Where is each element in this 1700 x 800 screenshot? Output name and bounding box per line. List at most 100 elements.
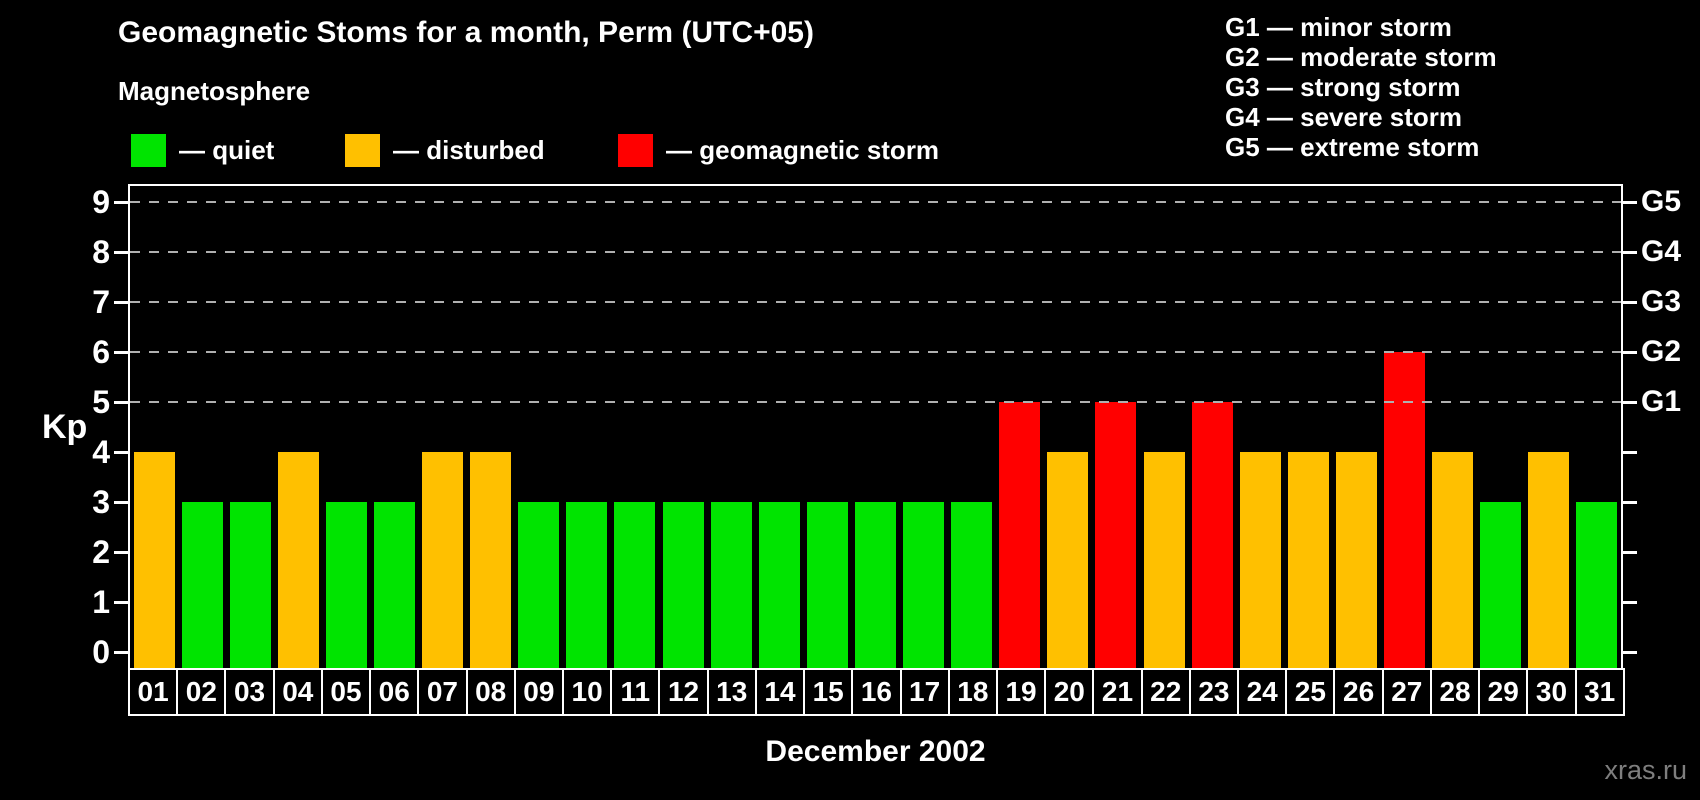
- kp-bar-day-01: [133, 452, 175, 668]
- bar-slot-29: [1477, 186, 1525, 668]
- kp-bar-day-30: [1528, 452, 1570, 668]
- left-tick-kp8: [114, 251, 128, 254]
- bar-slot-16: [851, 186, 899, 668]
- bar-slot-26: [1332, 186, 1380, 668]
- legend-heading: Magnetosphere: [118, 76, 311, 106]
- bar-slot-14: [755, 186, 803, 668]
- bar-slot-31: [1573, 186, 1621, 668]
- gridline-kp6: [130, 351, 1621, 353]
- kp-bar-day-03: [229, 502, 271, 668]
- day-label-01: 01: [128, 668, 179, 716]
- bar-slot-19: [996, 186, 1044, 668]
- day-label-29: 29: [1478, 668, 1529, 716]
- legend-item-storm: — geomagnetic storm: [618, 134, 939, 167]
- day-label-18: 18: [947, 668, 998, 716]
- bar-slot-23: [1188, 186, 1236, 668]
- bar-slot-30: [1525, 186, 1573, 668]
- day-label-30: 30: [1526, 668, 1577, 716]
- day-label-02: 02: [176, 668, 227, 716]
- bar-slot-05: [322, 186, 370, 668]
- kp-bar-day-26: [1335, 452, 1377, 668]
- kp-bar-day-28: [1432, 452, 1474, 668]
- day-label-20: 20: [1044, 668, 1095, 716]
- g-legend-line: G5 — extreme storm: [1225, 132, 1480, 162]
- bar-slot-04: [274, 186, 322, 668]
- g-legend-line: G1 — minor storm: [1225, 12, 1452, 42]
- day-label-05: 05: [320, 668, 372, 716]
- right-tick-kp1: [1623, 601, 1637, 604]
- kp-bar-day-11: [614, 502, 656, 668]
- right-tick-kp2: [1623, 551, 1637, 554]
- bar-slot-17: [900, 186, 948, 668]
- kp-bar-day-04: [277, 452, 319, 668]
- day-label-13: 13: [706, 668, 757, 716]
- kp-bar-day-23: [1191, 402, 1233, 668]
- bar-slot-25: [1284, 186, 1332, 668]
- y-tick-label-9: 9: [92, 184, 110, 220]
- day-label-26: 26: [1333, 668, 1384, 716]
- bar-slot-24: [1236, 186, 1284, 668]
- day-label-15: 15: [803, 668, 854, 716]
- bar-slot-01: [130, 186, 178, 668]
- gridline-kp8: [130, 251, 1621, 253]
- watermark: xras.ru: [1604, 755, 1687, 785]
- left-tick-kp2: [114, 551, 128, 554]
- kp-bar-day-17: [903, 502, 945, 668]
- day-label-16: 16: [851, 668, 902, 716]
- g-legend-line: G4 — severe storm: [1225, 102, 1463, 132]
- day-label-10: 10: [561, 668, 613, 716]
- right-tick-kp7: [1623, 301, 1637, 304]
- day-label-17: 17: [899, 668, 950, 716]
- bar-slot-03: [226, 186, 274, 668]
- left-tick-kp0: [114, 651, 128, 654]
- g-scale-legend: G1 — minor storm G2 — moderate storm G3 — …: [1225, 12, 1497, 162]
- bar-slot-11: [611, 186, 659, 668]
- day-label-28: 28: [1429, 668, 1481, 716]
- legend-item-quiet: — quiet: [131, 134, 274, 167]
- day-label-27: 27: [1381, 668, 1432, 716]
- kp-bar-day-18: [951, 502, 993, 668]
- kp-bar-day-05: [325, 502, 367, 668]
- right-axis-label-g4: G4: [1641, 235, 1682, 268]
- kp-bar-day-15: [806, 502, 848, 668]
- kp-bar-day-07: [422, 452, 464, 668]
- bar-slot-09: [515, 186, 563, 668]
- legend-label-quiet: — quiet: [179, 135, 275, 165]
- kp-bar-day-13: [710, 502, 752, 668]
- right-axis-label-g5: G5: [1641, 185, 1682, 218]
- day-label-03: 03: [224, 668, 275, 716]
- kp-bar-day-29: [1480, 502, 1522, 668]
- y-tick-label-6: 6: [92, 334, 110, 370]
- day-label-06: 06: [369, 668, 420, 716]
- bar-slot-10: [563, 186, 611, 668]
- day-label-23: 23: [1188, 668, 1240, 716]
- bar-slot-28: [1429, 186, 1477, 668]
- right-tick-kp5: [1623, 401, 1637, 404]
- y-tick-label-5: 5: [92, 384, 110, 420]
- day-label-14: 14: [754, 668, 806, 716]
- left-tick-kp6: [114, 351, 128, 354]
- quiet-color-swatch: [131, 134, 166, 167]
- legend-label-storm: — geomagnetic storm: [666, 135, 940, 165]
- day-label-07: 07: [417, 668, 468, 716]
- bar-slot-08: [467, 186, 515, 668]
- bar-series: [130, 186, 1621, 668]
- day-label-22: 22: [1140, 668, 1191, 716]
- bar-slot-02: [178, 186, 226, 668]
- day-label-19: 19: [995, 668, 1047, 716]
- day-label-04: 04: [272, 668, 323, 716]
- right-tick-kp0: [1623, 651, 1637, 654]
- kp-bar-day-31: [1576, 502, 1618, 668]
- x-axis-title: December 2002: [765, 735, 986, 768]
- x-axis-day-labels: 01 02 03 04 05 06 07 08 09 10 11 12 13 14 15 16 17 18 19 20…: [128, 668, 1625, 716]
- kp-bar-day-25: [1287, 452, 1329, 668]
- kp-bar-day-02: [181, 502, 223, 668]
- left-tick-kp4: [114, 451, 128, 454]
- gridline-kp7: [130, 301, 1621, 303]
- day-label-24: 24: [1237, 668, 1288, 716]
- y-tick-label-3: 3: [92, 484, 110, 520]
- kp-bar-day-24: [1239, 452, 1281, 668]
- right-tick-kp6: [1623, 351, 1637, 354]
- y-tick-label-4: 4: [92, 434, 110, 470]
- kp-bar-day-22: [1143, 452, 1185, 668]
